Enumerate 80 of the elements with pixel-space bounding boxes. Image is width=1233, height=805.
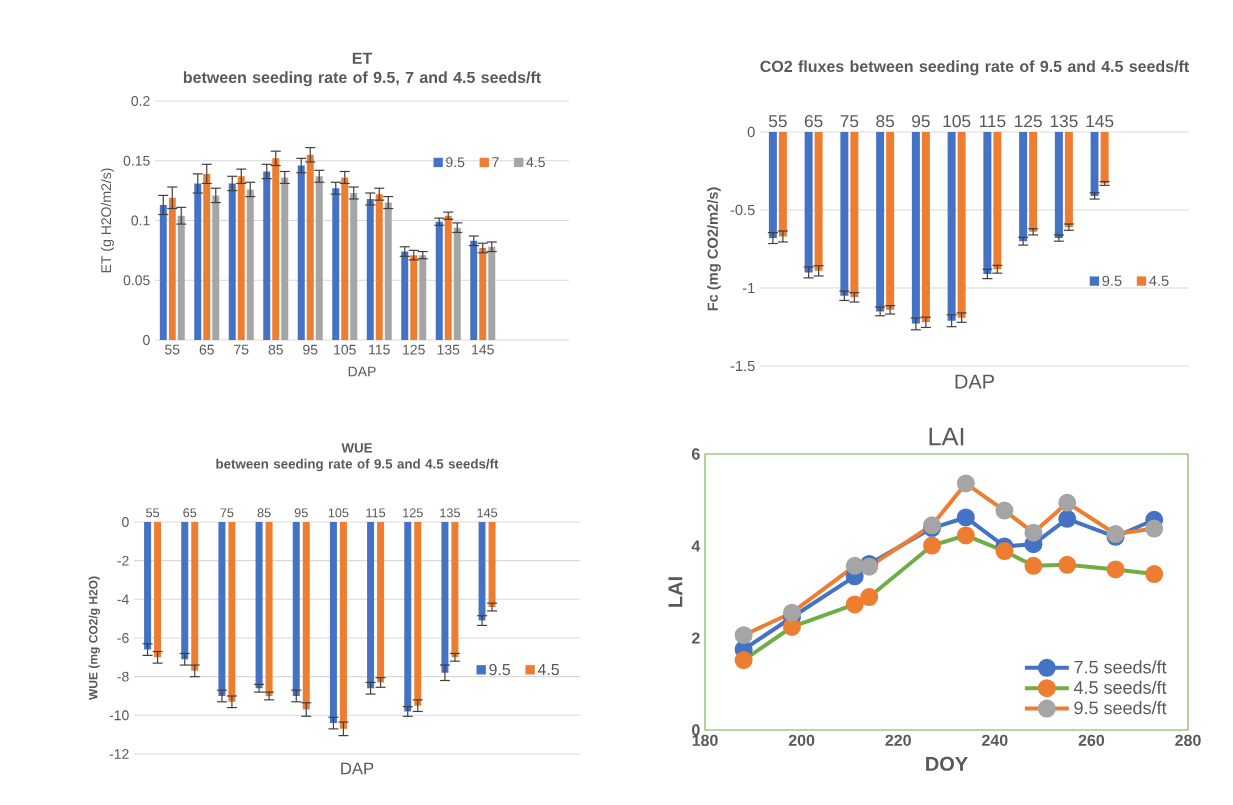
x-tick-label: 115 [366, 508, 386, 518]
legend-label: 9.5 seeds/ft [1074, 701, 1167, 715]
y-tick-label: -10 [109, 710, 129, 721]
x-tick-label: 135 [437, 344, 460, 355]
y-tick-label: 0 [122, 517, 129, 527]
x-axis-title: DAP [341, 762, 374, 775]
x-axis-title: DOY [926, 756, 968, 771]
x-tick-label: 135 [1050, 115, 1078, 128]
x-axis-title: DAP [348, 366, 376, 377]
y-tick-label: 0 [143, 335, 150, 345]
x-tick-label: 105 [328, 508, 349, 518]
y-axis-title: WUE (mg CO2/g H2O) [88, 576, 100, 700]
y-tick-label: -4 [117, 594, 129, 605]
x-tick-label: 145 [477, 508, 498, 518]
x-tick-label: 55 [768, 115, 787, 128]
x-tick-label: 115 [979, 115, 1006, 128]
y-tick-label: 0.2 [131, 96, 150, 106]
x-axis-title: DAP [955, 374, 994, 389]
x-tick-label: 180 [692, 734, 718, 747]
y-tick-label: 2 [691, 632, 700, 644]
x-tick-label: 145 [1086, 115, 1114, 128]
y-tick-label: -1.5 [730, 360, 755, 372]
x-tick-label: 85 [268, 344, 283, 355]
x-tick-label: 200 [788, 734, 815, 747]
x-tick-label: 135 [440, 508, 460, 518]
chart-title: ET [352, 52, 373, 64]
x-tick-label: 145 [472, 344, 494, 355]
x-tick-label: 85 [257, 508, 271, 518]
y-axis-title: Fc (mg CO2/m2/s) [707, 187, 721, 311]
x-tick-label: 95 [303, 344, 318, 355]
chart-subtitle: between seeding rate of 9.5 and 4.5 seeds/ft [216, 458, 499, 472]
x-tick-label: 65 [804, 115, 823, 128]
x-tick-label: 75 [234, 344, 249, 355]
y-tick-label: -6 [117, 633, 129, 643]
x-tick-label: 65 [183, 508, 197, 518]
x-tick-label: 75 [840, 115, 859, 128]
chart-title: WUE [341, 443, 373, 453]
y-tick-label: -2 [117, 555, 129, 566]
legend-label: 4.5 [1149, 275, 1169, 286]
x-tick-label: 125 [1014, 115, 1042, 128]
x-tick-label: 95 [912, 115, 930, 128]
legend-label: 4.5 [526, 157, 545, 168]
x-tick-label: 280 [1175, 734, 1201, 747]
x-tick-label: 75 [220, 508, 234, 518]
legend-label: 4.5 [537, 663, 560, 676]
y-tick-label: 0.15 [123, 155, 150, 166]
legend-label: 9.5 [1102, 275, 1122, 287]
legend-label: 4.5 seeds/ft [1073, 680, 1167, 694]
y-tick-label: 0.1 [131, 215, 150, 226]
x-tick-label: 125 [403, 344, 425, 355]
y-tick-label: -12 [109, 749, 129, 759]
x-tick-label: 55 [165, 344, 180, 355]
x-tick-label: 220 [885, 734, 911, 747]
y-tick-label: 4 [691, 540, 701, 552]
y-tick-label: -1 [742, 282, 755, 294]
y-tick-label: -8 [117, 671, 129, 682]
y-tick-label: 0 [692, 724, 700, 736]
x-tick-label: 95 [294, 508, 308, 518]
x-tick-label: 240 [982, 734, 1008, 747]
x-tick-label: 105 [334, 344, 356, 355]
y-tick-label: 0 [747, 126, 755, 138]
chart-title: CO2 fluxes between seeding rate of 9.5 and 4.5 seeds/ft [760, 60, 1189, 76]
y-tick-label: -0.5 [730, 204, 755, 216]
legend-label: 9.5 [489, 663, 511, 676]
y-tick-label: 0.05 [123, 275, 150, 286]
x-tick-label: 125 [403, 508, 423, 518]
legend-label: 7.5 seeds/ft [1074, 660, 1167, 674]
x-tick-label: 65 [199, 344, 214, 355]
chart-subtitle: between seeding rate of 9.5, 7 and 4.5 seeds/ft [183, 71, 541, 87]
legend-label: 7 [492, 157, 499, 167]
legend-label: 9.5 [446, 157, 465, 168]
y-tick-label: 6 [691, 448, 700, 460]
x-tick-label: 115 [369, 344, 390, 355]
y-axis-title: LAI [668, 577, 683, 607]
x-tick-label: 85 [876, 115, 895, 128]
x-tick-label: 55 [146, 508, 160, 518]
y-axis-title: ET (g H2O/m2/s) [100, 168, 114, 273]
x-tick-label: 260 [1078, 734, 1105, 747]
chart-title: LAI [929, 427, 964, 446]
x-tick-label: 105 [943, 115, 971, 128]
